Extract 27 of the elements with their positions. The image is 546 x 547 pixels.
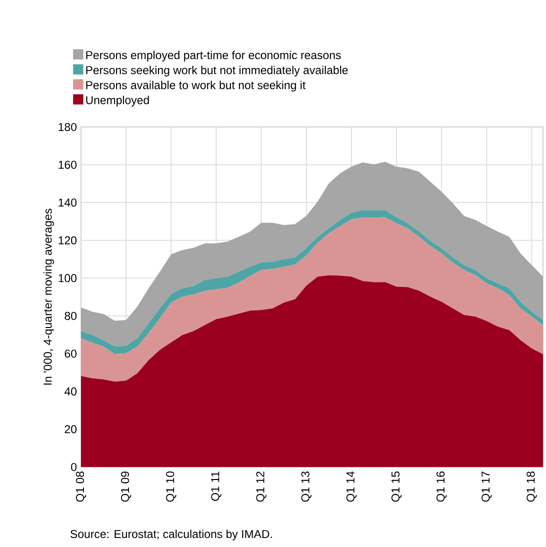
y-axis-title: In '000, 4-quarter moving averages — [43, 208, 54, 385]
x-tick-label: Q1 09 — [120, 472, 132, 502]
x-tick-label: Q1 13 — [301, 472, 312, 502]
x-tick-label: Q1 15 — [391, 472, 402, 502]
y-tick-label: 80 — [64, 312, 77, 320]
source-note: Source: Eurostat; calculations by IMAD. — [70, 530, 272, 540]
legend-label: Unemployed — [86, 96, 149, 106]
x-tick-label: Q1 17 — [482, 472, 492, 502]
y-tick-label: 160 — [58, 160, 77, 169]
x-tick-label: Q1 18 — [526, 472, 537, 502]
x-tick-label: Q1 12 — [256, 472, 266, 502]
x-tick-label: Q1 16 — [436, 472, 447, 502]
legend-label: Persons available to work but not seeking it — [86, 80, 306, 92]
y-tick-label: 20 — [64, 425, 77, 434]
y-tick-label: 0 — [71, 462, 77, 472]
x-tick-label: Q1 11 — [211, 472, 222, 501]
y-tick-label: 180 — [58, 122, 77, 132]
legend-label: Persons seeking work but not immediately available — [86, 66, 348, 76]
x-tick-label: Q1 10 — [166, 471, 176, 502]
x-tick-label: Q1 14 — [346, 471, 357, 502]
legend-label: Persons employed part-time for economic reasons — [86, 50, 341, 62]
y-tick-label: 100 — [58, 274, 77, 282]
y-tick-label: 120 — [58, 236, 77, 244]
y-tick-label: 60 — [64, 350, 77, 358]
y-tick-label: 140 — [58, 198, 77, 207]
x-tick-label: Q1 08 — [76, 472, 86, 502]
y-tick-label: 40 — [64, 387, 77, 396]
